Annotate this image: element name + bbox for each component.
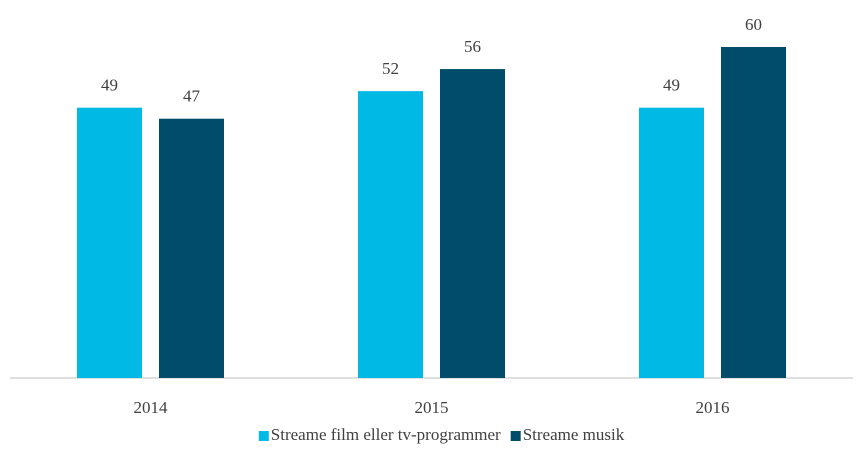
legend-label: Streame film eller tv-programmer	[271, 425, 501, 444]
x-tick-label: 2015	[415, 398, 449, 417]
bar	[440, 69, 505, 379]
data-label: 52	[382, 59, 399, 78]
data-label: 49	[101, 76, 118, 95]
bar	[77, 107, 142, 378]
legend-label: Streame musik	[523, 425, 625, 444]
bar	[358, 91, 423, 378]
legend-swatch	[258, 431, 269, 441]
bar	[159, 118, 224, 378]
x-tick-label: 2016	[696, 398, 730, 417]
bar	[639, 107, 704, 378]
data-label: 56	[464, 37, 481, 56]
legend-swatch	[510, 431, 521, 441]
data-label: 60	[745, 15, 762, 34]
x-tick-label: 2014	[134, 398, 169, 417]
data-label: 47	[183, 87, 201, 106]
data-label: 49	[663, 76, 680, 95]
bar	[721, 47, 786, 378]
